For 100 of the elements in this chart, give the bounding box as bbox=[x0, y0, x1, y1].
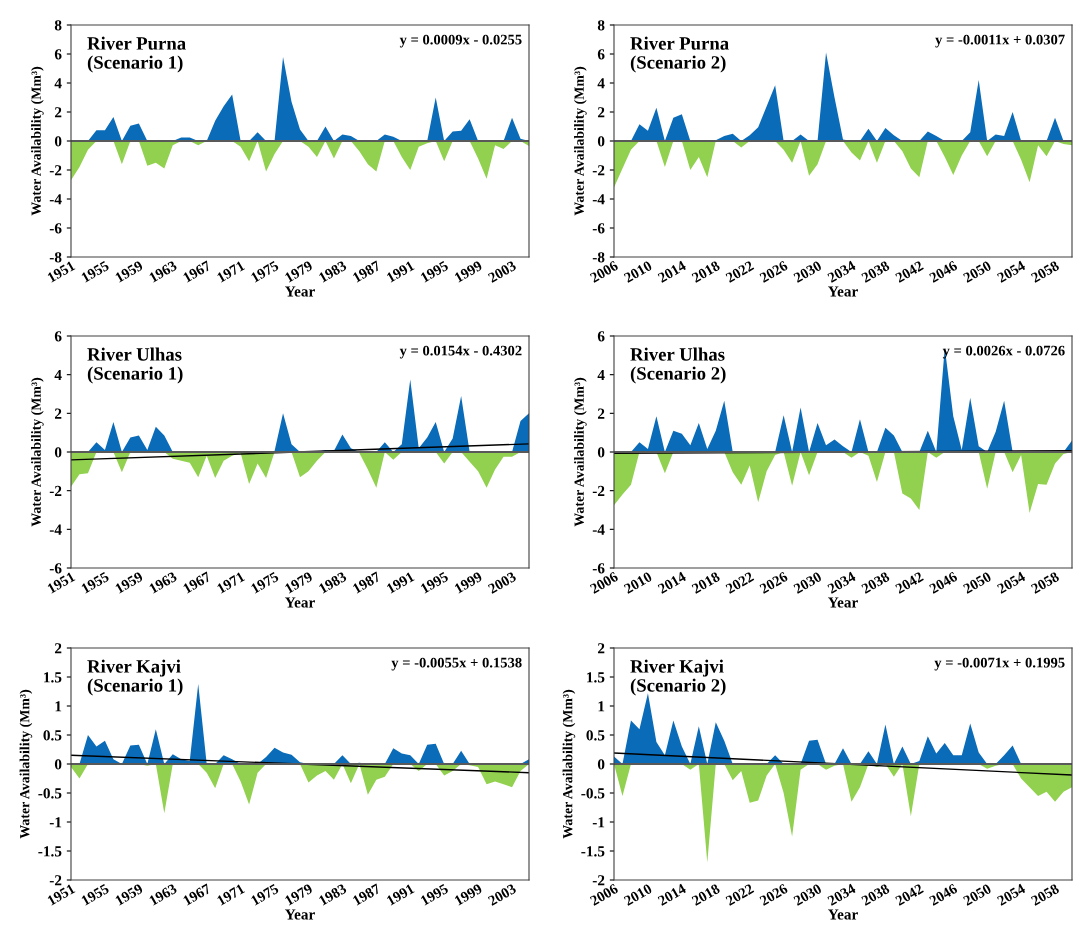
text: River Kajvi (Scenario 2) bbox=[630, 659, 726, 696]
text: River Ulhas (Scenario 1) bbox=[87, 347, 183, 384]
x-tick-label: 2003 bbox=[487, 571, 517, 594]
y-tick-label: -1 bbox=[49, 817, 62, 828]
y-tick-label: 8 bbox=[54, 20, 62, 31]
x-tick-label: 1975 bbox=[250, 571, 280, 594]
x-tick-label: 1959 bbox=[114, 571, 144, 594]
x-tick-label: 1987 bbox=[352, 883, 382, 906]
x-tick-label: 1955 bbox=[80, 571, 110, 594]
y-tick-label: -8 bbox=[49, 252, 62, 263]
x-tick-label: 2034 bbox=[826, 260, 857, 283]
x-tick-label: 1987 bbox=[352, 260, 382, 283]
x-axis-title: Year bbox=[828, 597, 858, 608]
text: River Ulhas (Scenario 2) bbox=[630, 347, 726, 384]
y-tick-label: -2 bbox=[592, 875, 605, 886]
y-tick-label: 1 bbox=[598, 701, 605, 712]
x-tick-label: 2014 bbox=[657, 571, 687, 594]
x-tick-label: 2058 bbox=[1030, 883, 1060, 906]
x-tick-label: 1959 bbox=[114, 883, 144, 906]
x-tick-label: 2014 bbox=[657, 883, 687, 906]
x-tick-label: 2038 bbox=[860, 883, 891, 906]
x-tick-label: 2003 bbox=[487, 260, 517, 283]
x-tick-label: 2046 bbox=[928, 260, 959, 283]
x-tick-label: 2042 bbox=[894, 883, 924, 906]
y-tick-label: 8 bbox=[597, 20, 605, 31]
y-tick-label: 0 bbox=[597, 447, 605, 458]
y-tick-label: -1 bbox=[592, 817, 605, 828]
x-tick-label: 1983 bbox=[318, 571, 348, 594]
text: River Purna (Scenario 1) bbox=[87, 36, 186, 73]
x-axis-title: Year bbox=[285, 597, 315, 608]
y-axis-title: Water Availability (Mm³) bbox=[562, 689, 576, 839]
y-tick-label: -6 bbox=[49, 223, 62, 234]
x-tick-label: 1963 bbox=[148, 260, 178, 283]
y-tick-label: 0 bbox=[54, 136, 62, 147]
x-tick-label: 1975 bbox=[250, 883, 280, 906]
x-tick-label: 1967 bbox=[182, 571, 212, 594]
x-tick-label: 2038 bbox=[860, 571, 891, 594]
x-tick-label: 2054 bbox=[996, 260, 1027, 283]
y-tick-label: 6 bbox=[54, 49, 62, 60]
y-tick-label: -2 bbox=[592, 165, 605, 176]
x-tick-label: 2022 bbox=[725, 260, 755, 283]
x-tick-label: 2034 bbox=[826, 883, 857, 906]
x-tick-label: 2054 bbox=[996, 883, 1027, 906]
x-tick-label: 2030 bbox=[793, 260, 823, 283]
x-tick-label: 1975 bbox=[250, 260, 280, 283]
x-tick-label: 2042 bbox=[894, 260, 924, 283]
x-tick-label: 2030 bbox=[793, 571, 823, 594]
x-tick-label: 1955 bbox=[80, 883, 110, 906]
x-axis-title: Year bbox=[285, 286, 315, 297]
y-tick-label: 2 bbox=[54, 643, 62, 654]
x-tick-label: 2018 bbox=[691, 883, 721, 906]
x-tick-label: 1999 bbox=[454, 883, 483, 906]
x-tick-label: 2050 bbox=[962, 260, 992, 283]
y-tick-label: -4 bbox=[592, 194, 605, 205]
y-tick-label: -4 bbox=[49, 194, 62, 205]
y-tick-label: -6 bbox=[49, 563, 62, 574]
x-axis-title: Year bbox=[285, 909, 315, 920]
x-tick-label: 2026 bbox=[759, 571, 789, 594]
annotation: y = -0.0055x + 0.1538 bbox=[391, 657, 522, 671]
y-tick-label: 4 bbox=[597, 78, 605, 89]
x-tick-label: 1967 bbox=[182, 883, 212, 906]
y-tick-label: 6 bbox=[597, 331, 605, 342]
x-tick-label: 1967 bbox=[182, 260, 212, 283]
y-axis-title: Water Availability (Mm³) bbox=[19, 689, 33, 839]
y-tick-label: -8 bbox=[592, 252, 605, 263]
x-tick-label: 1983 bbox=[318, 260, 348, 283]
x-tick-label: 2034 bbox=[826, 571, 857, 594]
y-tick-label: 0.5 bbox=[43, 730, 62, 741]
y-tick-label: 6 bbox=[54, 331, 62, 342]
annotation: y = 0.0154x - 0.4302 bbox=[399, 345, 522, 359]
y-tick-label: -2 bbox=[49, 875, 62, 886]
x-tick-label: 1995 bbox=[420, 571, 449, 594]
y-tick-label: -4 bbox=[49, 524, 62, 535]
x-tick-label: 2050 bbox=[962, 883, 992, 906]
x-tick-label: 2058 bbox=[1030, 571, 1060, 594]
y-tick-label: 2 bbox=[597, 643, 605, 654]
y-tick-label: -2 bbox=[49, 165, 62, 176]
x-tick-label: 2018 bbox=[691, 571, 721, 594]
y-tick-label: -2 bbox=[49, 485, 62, 496]
x-tick-label: 2030 bbox=[793, 883, 823, 906]
y-tick-label: 2 bbox=[54, 107, 62, 118]
x-tick-label: 2022 bbox=[725, 883, 755, 906]
y-tick-label: -0.5 bbox=[581, 788, 605, 799]
x-tick-label: 2003 bbox=[487, 883, 517, 906]
x-tick-label: 1963 bbox=[148, 571, 178, 594]
y-tick-label: 4 bbox=[54, 369, 62, 380]
x-tick-label: 1963 bbox=[148, 883, 178, 906]
y-axis-title: Water Availability (Mm³) bbox=[574, 377, 587, 527]
x-tick-label: 2038 bbox=[860, 260, 891, 283]
text: River Purna (Scenario 2) bbox=[630, 36, 729, 73]
y-tick-label: -2 bbox=[592, 485, 605, 496]
x-tick-label: 1991 bbox=[386, 883, 415, 906]
y-tick-label: -0.5 bbox=[38, 788, 62, 799]
x-axis-title: Year bbox=[828, 909, 858, 920]
x-tick-label: 2046 bbox=[928, 571, 959, 594]
y-tick-label: 0 bbox=[597, 759, 605, 770]
x-tick-label: 2006 bbox=[589, 883, 619, 906]
y-tick-label: 0 bbox=[54, 447, 62, 458]
y-tick-label: 0 bbox=[597, 136, 605, 147]
y-tick-label: 0.5 bbox=[586, 730, 605, 741]
